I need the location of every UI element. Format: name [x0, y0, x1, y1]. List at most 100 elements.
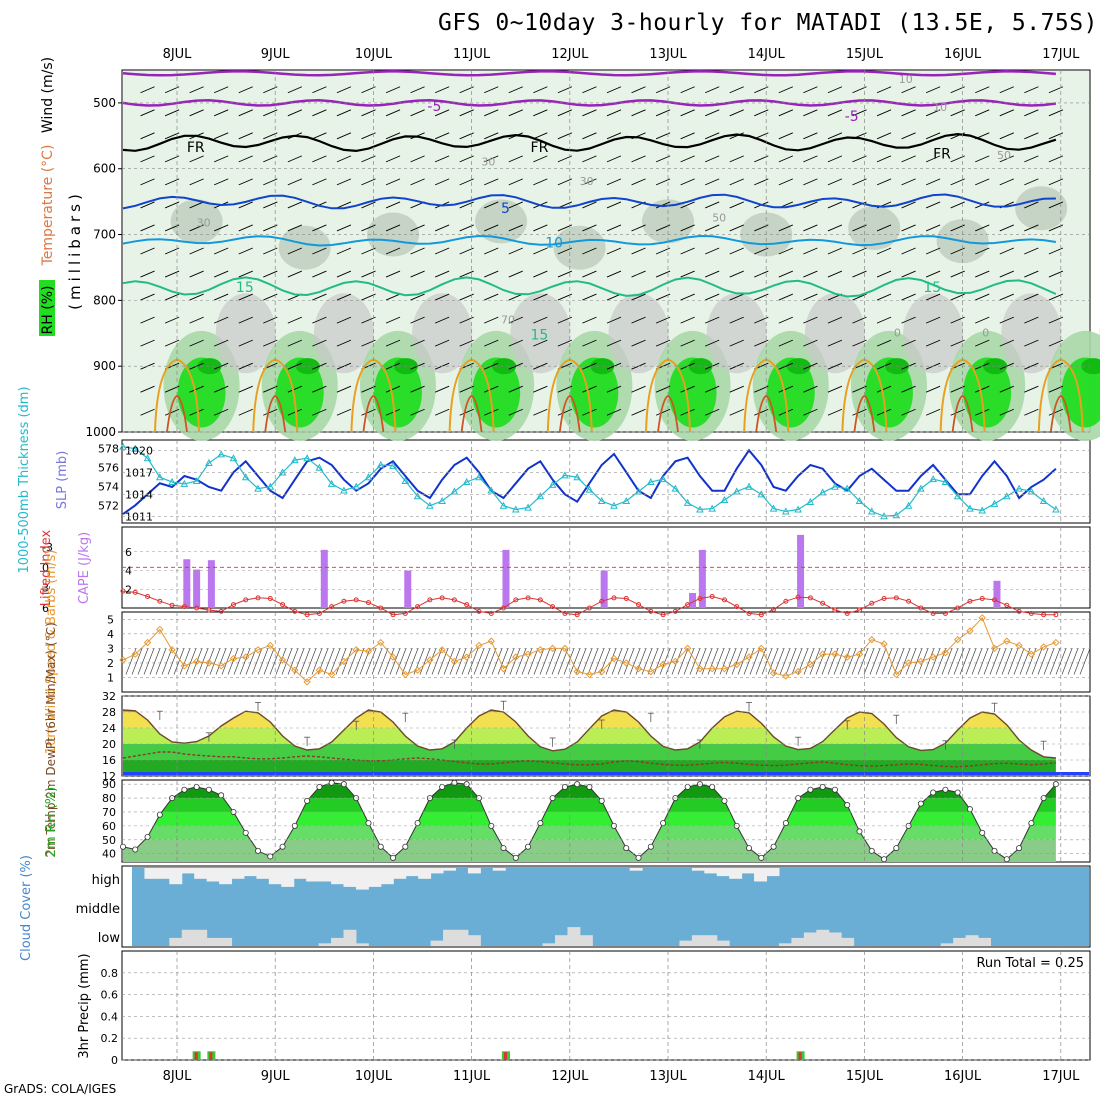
cloud-high-bar [144, 868, 158, 879]
lifted-marker [685, 602, 691, 608]
wind-marker [475, 641, 483, 650]
wind-marker [683, 644, 692, 653]
cloud-low-bar [181, 929, 195, 946]
surface-wind-barb [485, 648, 497, 675]
isotherm-minus10 [122, 70, 1057, 77]
surface-wind-barb [437, 648, 449, 675]
wind-barb [631, 155, 646, 163]
wind-barb [705, 201, 720, 209]
isotherm-label: FR [933, 147, 951, 163]
isotherm-label: -5 [427, 99, 441, 115]
wind-barb [582, 224, 597, 232]
surface-wind-barb [893, 648, 905, 675]
ylabel-temp: 2m Temp 2m DewPt (6hr Min/Max) (°C) [44, 622, 58, 857]
wind-marker [978, 614, 986, 622]
wind-barb [925, 293, 941, 301]
wind-barb [655, 339, 671, 347]
cape-bar [797, 534, 805, 608]
wind-barb [484, 155, 499, 163]
wind-barb [778, 293, 794, 301]
wind-barb [975, 86, 990, 94]
surface-wind-barb [479, 648, 491, 675]
rh-blob-gray [313, 293, 374, 374]
lifted-marker [464, 602, 470, 608]
wind-barb [999, 247, 1014, 255]
wind-barb [214, 247, 229, 255]
day-label-top: 17JUL [1042, 47, 1080, 62]
wind-barb [312, 316, 327, 324]
surface-wind-barb [521, 648, 533, 675]
wind-barb [164, 201, 180, 209]
day-label-top: 8JUL [163, 47, 193, 62]
wind-barb [631, 316, 646, 324]
wind-barb [803, 86, 818, 94]
wind-barb [214, 224, 229, 232]
surface-wind-barb [329, 648, 341, 675]
wind-barb [606, 224, 622, 232]
rh-marker [119, 843, 126, 850]
wind-barb [434, 293, 450, 301]
surface-wind-barb [257, 648, 269, 675]
surface-wind-barb [161, 648, 173, 675]
thickness-marker [732, 487, 741, 495]
wind-barb [214, 339, 229, 347]
lifted-marker [1028, 610, 1034, 616]
surface-wind-barb [551, 648, 563, 675]
wind-barb [1048, 270, 1064, 278]
thickness-marker [327, 479, 336, 487]
rh-marker [365, 820, 372, 827]
wind-barb [999, 224, 1014, 232]
cloud-high-bar [256, 868, 270, 879]
surface-wind-barb [1079, 648, 1091, 675]
wind-barb [827, 339, 843, 347]
cloud-low-bar [679, 940, 693, 946]
wind-barb [975, 339, 990, 347]
wind-barb [901, 408, 916, 416]
wind-barb [214, 270, 229, 278]
lifted-marker [230, 602, 236, 608]
wind-barb [827, 385, 843, 393]
ytick-label-lifted: 3 [42, 582, 49, 595]
wind-marker [966, 627, 974, 635]
surface-wind-barb [545, 648, 557, 675]
cloud-low-bar [716, 940, 730, 946]
rh-blob-core [295, 358, 320, 375]
wind-barb [680, 132, 695, 140]
wind-barb [925, 247, 941, 255]
wind-barb [238, 270, 253, 278]
day-label-top: 9JUL [261, 47, 291, 62]
wind-marker [266, 641, 274, 650]
wind-barb [754, 109, 769, 117]
surface-wind-barb [767, 648, 779, 675]
rh-contour-label: 0 [894, 327, 901, 340]
wind-marker [598, 667, 606, 676]
wind-barb [484, 316, 499, 324]
wind-barb [140, 155, 155, 163]
cloud-high-bar [418, 868, 432, 879]
wind-barb [214, 132, 229, 140]
rh-marker [181, 786, 188, 793]
cloud-low-bar [841, 937, 855, 946]
thickness-marker [659, 475, 667, 483]
thickness-marker [315, 463, 324, 471]
temp-band [122, 728, 1056, 744]
rh-marker [831, 786, 838, 793]
cloud-high-bar [169, 868, 183, 885]
wind-barb [434, 86, 450, 94]
wind-barb [1048, 178, 1064, 186]
wind-barb [950, 178, 965, 186]
wind-marker [217, 662, 225, 670]
rh-marker [267, 853, 274, 860]
cloud-high-bar [281, 868, 295, 887]
wind-barb [189, 201, 204, 209]
surface-wind-barb [473, 648, 485, 675]
wind-barb [533, 385, 548, 393]
wind-barb [827, 201, 843, 209]
thickness-marker [168, 477, 176, 485]
thickness-marker [438, 496, 446, 504]
wind-barb [533, 293, 548, 301]
wind-barb [925, 385, 941, 393]
wind-barb [1024, 224, 1039, 232]
wind-barb [508, 408, 523, 416]
wind-barb [1048, 201, 1064, 209]
